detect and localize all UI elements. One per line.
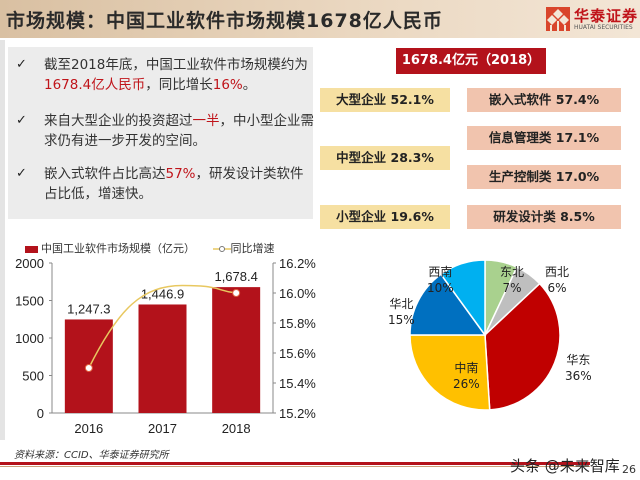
y-left-tick-label: 2000 — [15, 256, 44, 271]
y-right-tick-label: 15.2% — [279, 406, 316, 421]
tag-embedded-software: 嵌入式软件 57.4% — [467, 88, 621, 112]
huatai-logo: 华泰证券 HUATAI SECURITIES — [546, 5, 639, 35]
bar-value-label: 1,678.4 — [214, 269, 257, 284]
x-tick-label: 2018 — [222, 421, 251, 436]
page-number: 26 — [622, 463, 636, 476]
legend-item-bar: 中国工业软件市场规模（亿元） — [25, 242, 195, 255]
pie-slice-label: 西北 6% — [545, 264, 569, 296]
highlight-value: 一半 — [192, 113, 220, 129]
pie-slice-value: 10% — [427, 281, 454, 295]
y-left-tick-label: 500 — [22, 369, 44, 384]
tag-info-management: 信息管理类 17.1% — [467, 126, 621, 150]
key-point-text: 截至2018年底，中国工业软件市场规模约为 1678.4亿人民币，同比增长16%。 — [44, 55, 314, 95]
pie-slice — [484, 282, 561, 411]
pie-slice-label: 华东 36% — [565, 352, 592, 384]
pie-slice-name: 华东 — [566, 353, 591, 367]
pie-slice-name: 西北 — [545, 265, 570, 279]
pie-slice-label: 西南 10% — [427, 264, 454, 296]
regional-pie-chart — [409, 259, 561, 411]
legend-label: 中国工业软件市场规模（亿元） — [41, 242, 195, 255]
pie-slice-name: 东北 — [500, 265, 525, 279]
huatai-logo-icon — [546, 7, 570, 31]
tag-medium-enterprise: 中型企业 28.3% — [320, 146, 450, 170]
watermark: 头条 @未来智库 — [510, 457, 620, 475]
bar — [212, 287, 261, 413]
bar-value-label: 1,446.9 — [141, 286, 184, 301]
source-note: 资料来源：CCID、华泰证券研究所 — [14, 450, 169, 461]
highlight-value: 57% — [165, 166, 196, 182]
tag-rd-design: 研发设计类 8.5% — [467, 205, 621, 229]
text-segment: ，研发设计类软件占比低，增速快。 — [44, 166, 304, 202]
logo-text-en: HUATAI SECURITIES — [574, 24, 633, 31]
pie-slice-value: 26% — [453, 377, 480, 391]
y-right-tick-label: 16.0% — [279, 286, 316, 301]
y-left-tick-label: 0 — [37, 406, 44, 421]
pie-slice-name: 中南 — [454, 361, 479, 375]
x-tick-label: 2016 — [74, 421, 103, 436]
pie-slice-name: 华北 — [389, 297, 414, 311]
key-point-text: 来自大型企业的投资超过一半，中小型企业需求仍有进一步开发的空间。 — [44, 111, 314, 151]
left-accent-bar — [0, 40, 5, 440]
tag-large-enterprise: 大型企业 52.1% — [320, 88, 450, 112]
check-icon: ✓ — [16, 166, 27, 181]
slide-header: 市场规模：中国工业软件市场规模1678亿人民币 华泰证券 HUATAI SECU… — [0, 0, 640, 38]
y-left-tick-label: 1000 — [15, 331, 44, 346]
pie-slice-value: 36% — [565, 369, 592, 383]
legend-swatch-line — [212, 246, 231, 252]
pie-slice — [439, 259, 486, 338]
logo-text-cn: 华泰证券 — [574, 7, 639, 25]
key-point-text: 嵌入式软件占比高达57%，研发设计类软件占比低，增速快。 — [44, 164, 314, 204]
check-icon: ✓ — [16, 57, 27, 72]
pie-slice-value: 15% — [388, 313, 415, 327]
text-segment: 。 — [242, 77, 257, 93]
y-right-tick-label: 15.8% — [279, 316, 316, 331]
total-market-badge: 1678.4亿元（2018） — [396, 48, 546, 74]
market-size-chart: 0 500 1000 1500 2000 15.2% 15.4% 15.6% 15.8% 16.0… — [15, 256, 316, 436]
pie-slice — [409, 273, 487, 336]
tag-small-enterprise: 小型企业 19.6% — [320, 205, 450, 229]
text-segment: ，中小型企业需求仍有进一步开发的空间。 — [44, 113, 314, 149]
bar — [138, 304, 187, 413]
pie-slice — [409, 334, 491, 411]
key-points-box: ✓ 截至2018年底，中国工业软件市场规模约为 1678.4亿人民币，同比增长16… — [8, 47, 314, 219]
highlight-value: 1678.4亿人民币 — [44, 77, 146, 93]
pie-slice-name: 西南 — [428, 265, 453, 279]
pie-slice-value: 6% — [547, 281, 567, 295]
bar-value-label: 1,247.3 — [67, 301, 110, 316]
y-right-tick-label: 15.4% — [279, 376, 316, 391]
text-segment: 来自大型企业的投资超过 — [44, 113, 193, 129]
check-icon: ✓ — [16, 113, 27, 128]
footer-divider — [0, 462, 590, 465]
growth-marker — [232, 289, 241, 297]
text-segment: 嵌入式软件占比高达 — [44, 166, 166, 182]
growth-line — [88, 284, 237, 369]
legend-item-line: 同比增速 — [212, 242, 275, 255]
y-left-tick-label: 1500 — [15, 294, 44, 309]
highlight-value: 16% — [212, 77, 243, 93]
y-right-tick-label: 15.6% — [279, 346, 316, 361]
text-segment: 截至2018年底，中国工业软件市场规模约为 — [44, 57, 308, 73]
pie-slice-value: 7% — [502, 281, 522, 295]
footer-divider-thin — [0, 466, 590, 467]
x-tick-label: 2017 — [148, 421, 177, 436]
tag-production-control: 生产控制类 17.0% — [467, 165, 621, 189]
y-right-tick-label: 16.2% — [279, 256, 316, 271]
chart-legend: 中国工业软件市场规模（亿元） 同比增速 — [25, 240, 275, 256]
growth-marker — [84, 364, 93, 372]
pie-slice-label: 华北 15% — [388, 296, 415, 328]
slide-title: 市场规模：中国工业软件市场规模1678亿人民币 — [6, 10, 443, 32]
pie-slice-label: 东北 7% — [500, 264, 524, 296]
text-segment: ，同比增长 — [145, 77, 213, 93]
legend-label: 同比增速 — [230, 242, 275, 255]
pie-slice-label: 中南 26% — [453, 360, 480, 392]
legend-swatch-bar — [25, 245, 38, 253]
